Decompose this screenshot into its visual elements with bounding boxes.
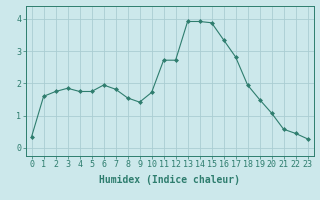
X-axis label: Humidex (Indice chaleur): Humidex (Indice chaleur) bbox=[99, 175, 240, 185]
